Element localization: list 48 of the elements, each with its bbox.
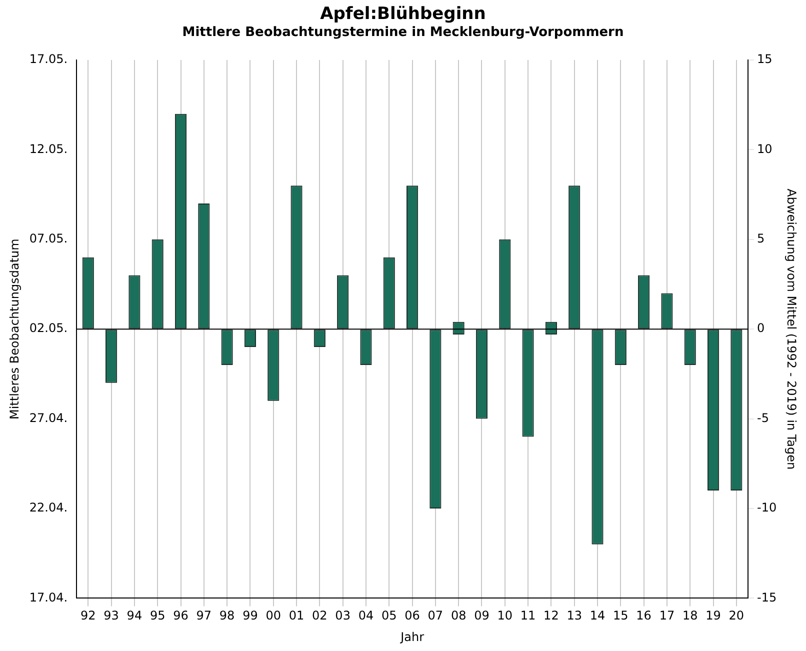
y2-axis-title: Abweichung vom Mittel (1992 - 2019) in Tagen xyxy=(784,188,799,470)
x-tick-label: 97 xyxy=(196,608,212,623)
chart-title: Apfel:Blühbeginn xyxy=(319,4,487,24)
x-tick-label: 16 xyxy=(636,608,652,623)
x-tick-label: 07 xyxy=(428,608,444,623)
x-tick-label: 19 xyxy=(706,608,721,623)
y-tick-label: 17.04. xyxy=(29,590,68,604)
y-tick-label: 07.05. xyxy=(29,232,68,246)
x-tick-label: 00 xyxy=(266,608,282,623)
x-tick-label: 04 xyxy=(358,608,374,623)
x-tick-label: 01 xyxy=(288,608,304,623)
x-tick-label: 94 xyxy=(126,608,142,623)
x-tick-label: 12 xyxy=(544,608,559,623)
x-tick-label: 96 xyxy=(173,608,188,623)
x-axis-title: Jahr xyxy=(400,630,424,644)
x-tick-label: 05 xyxy=(381,608,397,623)
x-tick-label: 92 xyxy=(80,608,96,623)
y2-tick-label: 0 xyxy=(757,321,765,336)
y2-tick-label: -10 xyxy=(757,500,777,515)
x-tick-label: 15 xyxy=(613,608,628,623)
y-axis-title: Mittleres Beobachtungsdatum xyxy=(7,238,22,420)
y2-tick-label: 10 xyxy=(757,142,772,156)
x-tick-label: 99 xyxy=(242,608,258,623)
y2-tick-label: 15 xyxy=(757,52,772,66)
x-tick-label: 95 xyxy=(150,608,166,623)
x-tick-label: 93 xyxy=(104,608,119,623)
x-tick-label: 02 xyxy=(312,608,328,623)
y-tick-label: 12.05. xyxy=(29,142,68,156)
x-tick-label: 17 xyxy=(659,608,675,623)
x-tick-label: 06 xyxy=(404,608,420,623)
y2-tick-label: 5 xyxy=(757,232,765,246)
x-tick-label: 98 xyxy=(219,608,235,623)
x-tick-label: 03 xyxy=(335,608,350,623)
x-tick-label: 08 xyxy=(450,608,466,623)
y-tick-label: 22.04. xyxy=(29,500,68,515)
x-tick-label: 11 xyxy=(520,608,536,623)
x-tick-label: 10 xyxy=(497,608,513,623)
y-tick-label: 02.05. xyxy=(29,321,68,336)
x-tick-label: 14 xyxy=(590,608,606,623)
x-tick-label: 18 xyxy=(682,608,698,623)
x-tick-label: 13 xyxy=(566,608,582,623)
y2-tick-label: -15 xyxy=(757,590,777,604)
y-tick-label: 17.05. xyxy=(29,52,68,66)
y-tick-label: 27.04. xyxy=(29,410,68,425)
x-tick-label: 20 xyxy=(728,608,744,623)
y2-tick-label: -5 xyxy=(757,410,769,425)
chart-subtitle: Mittlere Beobachtungstermine in Mecklenburg-Vorpommern xyxy=(181,25,625,40)
x-tick-label: 09 xyxy=(474,608,490,623)
